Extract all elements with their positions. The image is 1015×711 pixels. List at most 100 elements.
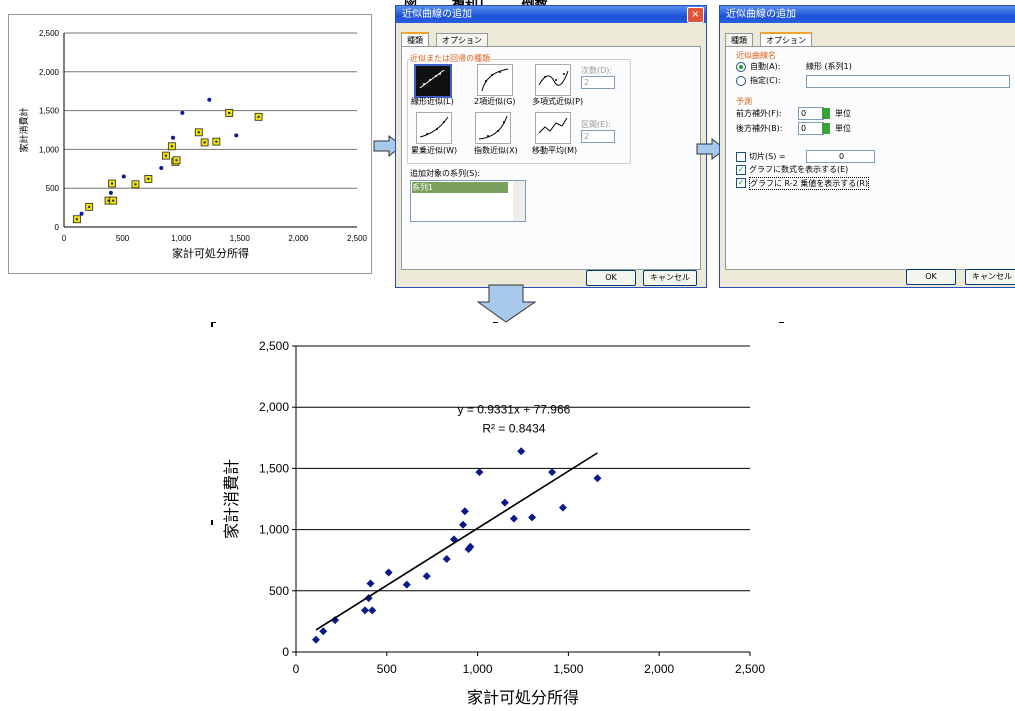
show-equation-checkbox[interactable]: ✓	[736, 165, 746, 175]
tab-type-2[interactable]: 種類	[725, 33, 753, 47]
auto-name-value: 線形 (系列1)	[806, 62, 852, 71]
data-point	[517, 447, 526, 456]
forward-field[interactable]: 0	[798, 107, 824, 120]
polynomial-trend-icon[interactable]	[535, 64, 571, 96]
data-point	[466, 542, 475, 551]
data-point	[528, 513, 537, 522]
tab-options-2[interactable]: オプション	[760, 32, 812, 47]
intercept-field[interactable]: 0	[806, 150, 875, 163]
backward-spinner[interactable]	[822, 123, 830, 134]
data-point	[361, 606, 370, 615]
exponential-trend-icon[interactable]	[475, 112, 511, 144]
period-spinner[interactable]: 2	[581, 130, 615, 143]
power-trend-icon[interactable]	[416, 112, 452, 144]
custom-name-field[interactable]	[806, 75, 1010, 88]
moving-average-icon[interactable]	[535, 112, 571, 144]
intercept-checkbox[interactable]	[736, 152, 746, 162]
down-arrow-icon	[477, 284, 537, 323]
forward-label: 前方補外(F):	[736, 109, 782, 118]
tab-options[interactable]: オプション	[436, 33, 488, 47]
log-trend-icon[interactable]	[477, 64, 513, 96]
auto-name-radio[interactable]	[736, 62, 746, 72]
dialog2-titlebar: 近似曲線の追加	[720, 6, 1015, 23]
y-tick-label: 0	[282, 645, 289, 659]
x-tick-label: 500	[377, 662, 397, 676]
x-axis-label: 家計可処分所得	[467, 689, 579, 707]
series-list-item[interactable]: 系列1	[412, 182, 508, 193]
type-label-moving-average: 移動平均(M)	[532, 146, 578, 155]
small-data-point-core	[197, 131, 200, 134]
forward-spinner[interactable]	[822, 108, 830, 119]
small-chart-svg: 0 500 1,000 1,500 2,000 2,500 0 500 1,000 1,500 2,…	[18, 29, 368, 260]
small-data-point	[180, 110, 185, 115]
x-tick-label: 1,500	[553, 662, 583, 676]
small-data-point-core	[112, 199, 115, 202]
type-label-log: 2項近似(G)	[474, 97, 516, 106]
small-data-point-core	[257, 115, 260, 118]
small-data-point-core	[175, 159, 178, 162]
series-scrollbar[interactable]	[513, 181, 525, 221]
data-point	[311, 635, 320, 644]
small-x-tick-label: 1,500	[230, 234, 251, 243]
backward-field[interactable]: 0	[798, 122, 824, 135]
data-point	[460, 507, 469, 516]
backward-unit: 単位	[835, 124, 851, 133]
right-arrow-icon-2	[696, 138, 726, 160]
data-point	[500, 498, 509, 507]
series-listbox[interactable]: 系列1	[410, 180, 526, 222]
small-scatter-chart: 0 500 1,000 1,500 2,000 2,500 0 500 1,000 1,500 2,…	[8, 14, 372, 274]
small-y-tick-label: 1,000	[39, 145, 60, 154]
cancel-button[interactable]: キャンセル	[643, 270, 697, 286]
data-point	[442, 554, 451, 563]
close-icon[interactable]: ×	[687, 7, 704, 23]
dialog-title: 近似曲線の追加	[402, 9, 472, 20]
trendline	[315, 452, 598, 631]
linear-trend-icon[interactable]	[414, 64, 452, 98]
show-r2-label: グラフに R-2 乗値を表示する(R)	[749, 177, 870, 190]
small-data-point-core	[203, 141, 206, 144]
data-point	[366, 579, 375, 588]
auto-name-label: 自動(A):	[750, 62, 781, 71]
type-label-power: 累乗近似(W)	[411, 146, 458, 155]
data-point	[384, 568, 393, 577]
small-data-point-core	[170, 145, 173, 148]
small-data-point	[159, 166, 164, 171]
data-point	[548, 468, 557, 477]
x-tick-label: 1,000	[463, 662, 493, 676]
scatter-chart-with-trendline[interactable]: 0 500 1,000 1,500 2,000 2,500 0 500 1,000 1,500 2,…	[213, 323, 793, 707]
add-trendline-dialog-options-tab: 近似曲線の追加 種類 オプション 近似曲線名 自動(A): 線形 (系列1) 指…	[719, 5, 1015, 288]
show-r2-checkbox[interactable]: ✓	[736, 178, 746, 188]
small-x-tick-label: 1,000	[171, 234, 192, 243]
dialog-titlebar: 近似曲線の追加	[396, 6, 706, 23]
x-tick-label: 0	[293, 662, 300, 676]
data-point	[402, 580, 411, 589]
series-label: 追加対象の系列(S):	[410, 169, 481, 178]
equation-label: y = 0.9331x + 77.966	[458, 402, 571, 416]
cancel-button-2[interactable]: キャンセル	[965, 269, 1015, 285]
r-squared-label: R² = 0.8434	[482, 421, 545, 435]
data-point	[319, 627, 328, 636]
small-y-tick-label: 2,000	[39, 68, 60, 77]
small-y-tick-label: 0	[55, 223, 60, 232]
trend-type-group	[407, 59, 631, 164]
show-equation-label: グラフに数式を表示する(E)	[749, 165, 849, 174]
data-point	[368, 606, 377, 615]
data-point	[509, 514, 518, 523]
ok-button-2[interactable]: OK	[906, 269, 956, 285]
small-data-point-core	[134, 183, 137, 186]
order-spinner[interactable]: 2	[581, 76, 615, 89]
intercept-label: 切片(S) =	[749, 152, 786, 161]
trendline-name-group-title: 近似曲線名	[736, 51, 776, 60]
small-data-point-core	[111, 182, 114, 185]
add-trendline-dialog-type-tab: 近似曲線の追加 × 種類 オプション 近似または回帰の種類 次数(D): 2 線…	[395, 5, 707, 288]
dialog2-title: 近似曲線の追加	[726, 9, 796, 20]
ok-button[interactable]: OK	[586, 270, 636, 286]
data-point	[558, 503, 567, 512]
backward-label: 後方補外(B):	[736, 124, 783, 133]
tab-type[interactable]: 種類	[401, 32, 429, 47]
big-chart-svg: 0 500 1,000 1,500 2,000 2,500 0 500 1,000 1,500 2,…	[223, 339, 765, 707]
custom-name-radio[interactable]	[736, 76, 746, 86]
small-y-tick-label: 2,500	[39, 29, 60, 38]
small-data-point-core	[215, 140, 218, 143]
data-point	[593, 474, 602, 483]
